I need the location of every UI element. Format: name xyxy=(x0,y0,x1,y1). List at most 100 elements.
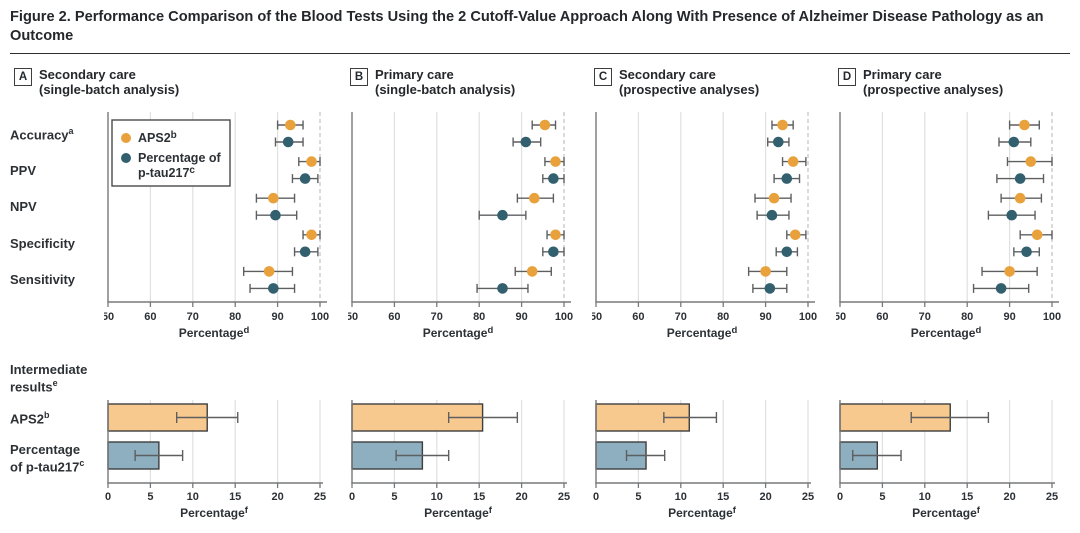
x-tick-label: 5 xyxy=(147,491,153,503)
x-tick-label: 10 xyxy=(187,491,199,503)
x-tick-label: 25 xyxy=(802,491,814,503)
data-point-ptau217 xyxy=(497,283,508,294)
intermediate-results-label: Intermediate resultse xyxy=(10,361,88,395)
x-tick-label: 80 xyxy=(473,311,485,323)
ci-group xyxy=(242,266,294,277)
data-point-ptau217 xyxy=(1006,209,1018,221)
x-tick-label: 60 xyxy=(144,311,156,323)
panel-letter-D: D xyxy=(838,67,856,86)
metric-label-ppv: PPV xyxy=(10,162,37,178)
ci-group xyxy=(298,156,321,167)
panel-D-title: Primary care (prospective analyses) xyxy=(863,66,1004,98)
x-tick-label: 60 xyxy=(388,311,400,323)
x-tick-label: 100 xyxy=(311,311,329,323)
data-point-ptau217 xyxy=(299,246,311,258)
x-tick-label: 15 xyxy=(717,491,729,503)
title-divider xyxy=(10,52,1070,54)
ci-group xyxy=(255,192,296,204)
data-point-aps2 xyxy=(760,266,771,277)
panel-letter-A: A xyxy=(14,67,32,86)
data-point-aps2 xyxy=(526,266,538,277)
x-tick-label: 25 xyxy=(1046,491,1058,503)
data-point-ptau217 xyxy=(548,246,559,258)
panel-letter-B: B xyxy=(350,67,368,86)
legend-dot-ptau217 xyxy=(121,152,131,163)
x-tick-label: 5 xyxy=(635,491,641,503)
ci-group xyxy=(255,209,298,221)
data-point-aps2 xyxy=(789,229,801,241)
ci-group xyxy=(775,246,799,258)
metric-label-npv: NPV xyxy=(10,198,37,214)
panel-B-bottom: 0 5 10 15 20 25 Percentagef xyxy=(348,362,592,522)
x-tick-label: 20 xyxy=(1003,491,1015,503)
x-axis-label: Percentaged xyxy=(179,325,250,340)
x-tick-label: 20 xyxy=(759,491,771,503)
ci-group xyxy=(512,136,542,148)
data-point-aps2 xyxy=(529,192,540,204)
data-point-ptau217 xyxy=(1021,246,1032,258)
panel-C-bottom: 0 5 10 15 20 25 Percentagef xyxy=(592,362,836,522)
data-point-ptau217 xyxy=(282,136,294,148)
ci-group xyxy=(276,119,304,131)
bar-chart-svg-B: 0 5 10 15 20 25 Percentagef xyxy=(349,399,570,520)
panel-B-title: Primary care (single-batch analysis) xyxy=(375,66,516,98)
x-axis-label: Percentaged xyxy=(667,325,738,340)
x-tick-label: 60 xyxy=(876,311,888,323)
x-tick-label: 25 xyxy=(558,491,570,503)
x-axis-label: Percentaged xyxy=(423,325,494,340)
ci-group xyxy=(1019,229,1053,241)
x-tick-label: 50 xyxy=(836,311,846,323)
data-point-ptau217 xyxy=(773,136,784,148)
ci-group xyxy=(249,283,296,294)
x-axis-label: Percentaged xyxy=(911,325,982,340)
forest-plot-svg-D: 50 60 70 80 90 100 Percentaged xyxy=(836,111,1061,340)
bar-chart-A: 0 5 10 15 20 25 Percentagef xyxy=(10,399,348,522)
data-point-ptau217 xyxy=(1014,173,1026,184)
data-point-ptau217 xyxy=(270,209,281,221)
data-point-aps2 xyxy=(787,156,799,167)
panel-B: B Primary care (single-batch analysis) 50… xyxy=(348,67,592,344)
data-point-ptau217 xyxy=(781,246,793,258)
ci-group xyxy=(1006,156,1053,167)
forest-plot-svg-A: 50 60 70 80 90 100 Percentaged APS2b Percentage … xyxy=(104,111,329,340)
ci-group xyxy=(781,156,807,167)
data-point-aps2 xyxy=(1031,229,1043,241)
x-tick-label: 90 xyxy=(271,311,283,323)
panel-C-title: Secondary care (prospective analyses) xyxy=(619,66,760,98)
ci-group xyxy=(767,136,790,148)
x-tick-label: 50 xyxy=(592,311,602,323)
legend-label-ptau217: p-tau217c xyxy=(138,165,195,180)
ci-group xyxy=(771,119,794,131)
legend-dot-aps2 xyxy=(121,132,131,143)
panel-A-bottom: Intermediate resultse APS2b Percentage of … xyxy=(10,362,348,522)
ci-group xyxy=(747,266,788,277)
data-point-aps2 xyxy=(539,119,551,131)
x-tick-label: 70 xyxy=(919,311,931,323)
panel-C: C Secondary care (prospective analyses) 5… xyxy=(592,67,836,344)
x-tick-label: 80 xyxy=(961,311,973,323)
forest-plot-svg-C: 50 60 70 80 90 100 Percentaged xyxy=(592,111,817,340)
data-point-ptau217 xyxy=(781,173,793,184)
data-point-ptau217 xyxy=(995,283,1007,294)
ci-group xyxy=(516,192,555,204)
bar-chart-row: Intermediate resultse APS2b Percentage of … xyxy=(10,362,1070,522)
ci-group xyxy=(291,173,319,184)
x-tick-label: 5 xyxy=(391,491,397,503)
panel-B-header: B Primary care (single-batch analysis) xyxy=(350,67,592,112)
ci-group xyxy=(542,173,565,184)
forest-plot-D: 50 60 70 80 90 100 Percentaged xyxy=(836,111,1080,344)
ci-group xyxy=(531,119,557,131)
x-tick-label: 20 xyxy=(271,491,283,503)
ci-group xyxy=(478,209,527,221)
x-tick-label: 70 xyxy=(187,311,199,323)
x-axis-label: Percentagef xyxy=(424,505,493,520)
panel-A: A Secondary care (single-batch analysis) … xyxy=(10,67,348,344)
ci-group xyxy=(972,283,1030,294)
bar-chart-C: 0 5 10 15 20 25 Percentagef xyxy=(592,399,836,522)
x-tick-label: 15 xyxy=(961,491,973,503)
x-tick-label: 90 xyxy=(1003,311,1015,323)
ci-group xyxy=(756,209,790,221)
x-tick-label: 10 xyxy=(919,491,931,503)
bar-chart-D: 0 5 10 15 20 25 Percentagef xyxy=(836,399,1080,522)
data-point-ptau217 xyxy=(299,173,311,184)
